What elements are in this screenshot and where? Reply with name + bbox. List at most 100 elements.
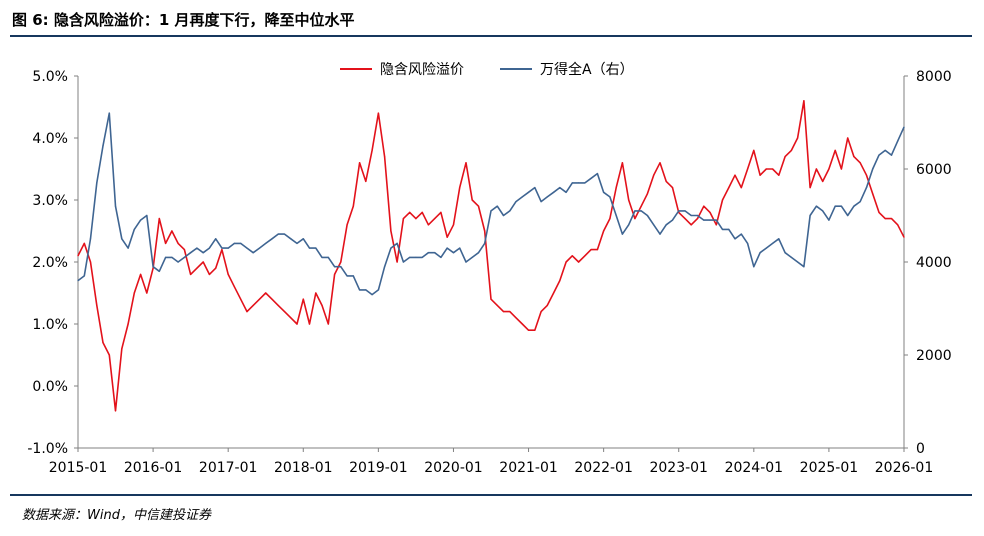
risk-premium-point — [715, 224, 717, 226]
risk-premium-point — [434, 218, 436, 220]
wind-all-a-point — [659, 233, 661, 235]
wind-all-a-point — [171, 256, 173, 258]
wind-all-a-point — [784, 252, 786, 254]
wind-all-a-point — [152, 266, 154, 268]
source-note: 数据来源：Wind，中信建投证券 — [22, 508, 211, 523]
risk-premium-point — [252, 304, 254, 306]
wind-all-a-point — [321, 256, 323, 258]
risk-premium-point — [290, 317, 292, 319]
wind-all-a-point — [89, 238, 92, 240]
wind-all-a-point — [546, 196, 548, 198]
risk-premium-point — [477, 205, 480, 207]
wind-all-a-point — [903, 126, 905, 128]
risk-premium-point — [177, 242, 179, 244]
risk-premium-point — [872, 193, 874, 195]
x-tick-label: 2015-01 — [49, 460, 108, 476]
wind-all-a-point — [384, 266, 386, 268]
wind-all-a-point — [834, 205, 836, 207]
chart-axes: 5.0% 4.0% 3.0% 2.0% 1.0% 0.0% -1.0% 8000 6000 400… — [27, 69, 951, 476]
risk-premium-point — [427, 224, 429, 226]
risk-premium-point — [490, 298, 492, 300]
wind-all-a-point — [340, 266, 342, 268]
series-line-risk-premium — [77, 99, 905, 412]
wind-all-a-point — [822, 210, 824, 212]
risk-premium-point — [240, 298, 242, 300]
risk-premium-point — [603, 230, 605, 232]
wind-all-a-point — [227, 247, 229, 249]
wind-all-a-point — [146, 214, 148, 217]
series-layer — [77, 99, 905, 412]
wind-all-a-point — [183, 256, 185, 258]
risk-premium-point — [83, 242, 85, 244]
wind-all-a-point — [402, 261, 404, 263]
wind-all-a-point — [102, 145, 104, 147]
risk-premium-point — [578, 261, 580, 263]
wind-all-a-point — [747, 242, 749, 244]
left-tick-label: 4.0% — [32, 131, 68, 147]
risk-premium-point — [884, 218, 886, 220]
risk-premium-point — [196, 267, 198, 269]
wind-all-a-point — [158, 270, 160, 272]
risk-premium-point — [208, 273, 210, 275]
wind-all-a-point — [502, 214, 505, 217]
risk-premium-point — [803, 100, 805, 102]
risk-premium-point — [822, 180, 824, 182]
risk-premium-point — [390, 230, 392, 232]
wind-all-a-point — [196, 247, 198, 249]
wind-all-a-point — [584, 182, 586, 184]
wind-all-a-point — [365, 289, 367, 291]
risk-premium-point — [640, 205, 642, 207]
wind-all-a-point — [778, 238, 780, 240]
risk-premium-point — [421, 211, 423, 213]
risk-premium-point — [671, 187, 674, 189]
wind-all-a-point — [578, 182, 580, 184]
wind-all-a-point — [283, 233, 286, 235]
wind-all-a-point — [490, 210, 492, 212]
wind-all-a-point — [671, 219, 674, 221]
wind-all-a-point — [865, 187, 868, 189]
wind-all-a-point — [521, 196, 523, 198]
legend-label: 隐含风险溢价 — [380, 62, 464, 78]
risk-premium-point — [371, 149, 373, 151]
risk-premium-point — [146, 292, 148, 294]
risk-premium-point — [396, 261, 398, 263]
risk-premium-point — [315, 292, 317, 294]
risk-premium-point — [346, 224, 348, 226]
risk-premium-point — [459, 187, 461, 189]
risk-premium-point — [853, 156, 855, 158]
risk-premium-point — [509, 311, 511, 313]
wind-all-a-point — [565, 191, 567, 193]
risk-premium-point — [446, 236, 448, 238]
risk-premium-point — [352, 205, 354, 207]
wind-all-a-point — [190, 252, 192, 254]
risk-premium-point — [753, 149, 755, 151]
wind-all-a-point — [790, 256, 793, 258]
wind-all-a-point — [684, 210, 686, 212]
risk-premium-point — [327, 323, 329, 325]
wind-all-a-point — [308, 247, 311, 249]
wind-all-a-point — [127, 247, 129, 249]
risk-premium-point — [778, 174, 780, 176]
risk-premium-point — [840, 168, 843, 170]
wind-all-a-point — [352, 275, 354, 277]
wind-all-a-point — [83, 275, 85, 277]
risk-premium-point — [515, 317, 517, 319]
risk-premium-point — [534, 329, 536, 331]
x-tick-label: 2025-01 — [800, 460, 859, 476]
wind-all-a-point — [133, 228, 135, 230]
wind-all-a-point — [634, 210, 636, 212]
wind-all-a-point — [96, 182, 98, 184]
risk-premium-point — [659, 162, 661, 164]
risk-premium-point — [365, 180, 367, 182]
risk-premium-point — [740, 187, 742, 189]
wind-all-a-point — [815, 205, 818, 207]
risk-premium-point — [471, 199, 473, 201]
wind-all-a-point — [772, 242, 774, 244]
risk-premium-point — [384, 156, 386, 158]
risk-premium-point — [815, 168, 818, 170]
wind-all-a-point — [346, 275, 348, 277]
wind-all-a-point — [740, 233, 742, 235]
wind-all-a-point — [258, 247, 261, 249]
risk-premium-point — [828, 168, 830, 170]
wind-all-a-point — [646, 214, 649, 217]
